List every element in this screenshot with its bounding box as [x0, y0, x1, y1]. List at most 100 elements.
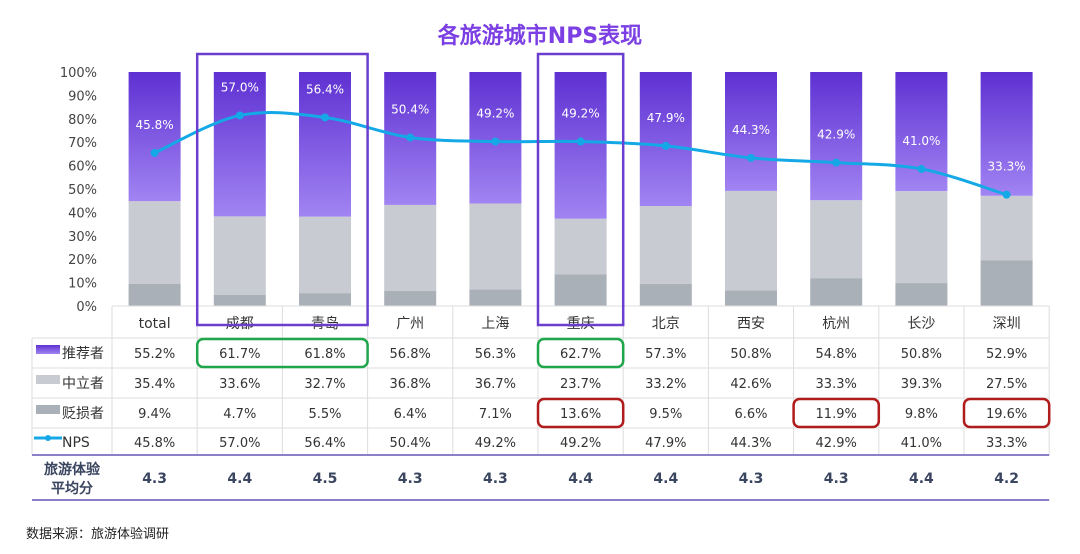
- table-cell: 45.8%: [134, 436, 175, 451]
- y-tick-label: 20%: [68, 253, 97, 268]
- bar-neutral: [895, 191, 948, 284]
- bar-neutral: [469, 203, 522, 290]
- table-cell: 5.5%: [308, 407, 341, 422]
- legend-swatch-nps-marker: [45, 435, 51, 441]
- table-cell: 41.0%: [901, 436, 942, 451]
- table-cell: 56.3%: [475, 347, 516, 362]
- nps-point: [321, 113, 329, 122]
- bar-neutral: [554, 218, 607, 275]
- table-cell: 4.7%: [223, 407, 256, 422]
- bar-promoter: [639, 72, 692, 207]
- bar-detractor: [384, 291, 437, 306]
- y-tick-label: 50%: [68, 183, 97, 198]
- score-cell: 4.4: [227, 471, 252, 487]
- table-cell: 50.4%: [390, 436, 431, 451]
- score-cell: 4.3: [142, 471, 167, 487]
- table-cell: 57.0%: [219, 436, 260, 451]
- nps-data-label: 49.2%: [562, 107, 600, 121]
- nps-point: [491, 137, 500, 146]
- table-cell: 57.3%: [645, 347, 686, 362]
- nps-point: [1002, 190, 1011, 199]
- bar-promoter: [810, 72, 863, 201]
- nps-point: [150, 148, 159, 157]
- nps-point: [235, 111, 244, 120]
- table-cell: 56.8%: [390, 347, 431, 362]
- y-tick-label: 60%: [68, 160, 97, 175]
- legend-swatch-detractor: [36, 405, 60, 414]
- score-cell: 4.5: [313, 471, 338, 487]
- table-cell: 33.6%: [219, 377, 260, 392]
- table-cell: 56.4%: [304, 436, 345, 451]
- bar-neutral: [810, 200, 863, 279]
- category-label: 上海: [481, 316, 509, 332]
- nps-point: [576, 137, 585, 146]
- legend-label: 中立者: [62, 376, 104, 392]
- nps-point: [747, 153, 755, 162]
- legend-label: 推荐者: [62, 346, 104, 362]
- table-cell: 36.8%: [390, 377, 431, 392]
- score-cell: 4.4: [909, 471, 934, 487]
- legend-swatch-promoter: [36, 345, 60, 354]
- highlight-box-category: [536, 52, 625, 327]
- nps-data-label: 50.4%: [391, 103, 429, 117]
- table-cell: 9.8%: [905, 407, 938, 422]
- nps-data-label: 44.3%: [732, 123, 770, 137]
- bar-detractor: [469, 289, 522, 306]
- score-cell: 4.4: [653, 471, 678, 487]
- bar-neutral: [639, 206, 692, 284]
- nps-data-label: 41.0%: [902, 134, 940, 148]
- y-tick-label: 80%: [68, 113, 97, 128]
- table-cell: 27.5%: [986, 377, 1027, 392]
- table-cell: 50.8%: [730, 347, 771, 362]
- bar-promoter: [299, 72, 351, 217]
- bar-detractor: [299, 293, 351, 306]
- category-label: 杭州: [822, 316, 850, 332]
- score-cell: 4.3: [398, 471, 423, 487]
- nps-data-label: 56.4%: [306, 82, 344, 96]
- table-cell: 13.6%: [560, 407, 601, 422]
- table-cell: 36.7%: [475, 377, 516, 392]
- legend-label: NPS: [62, 435, 90, 451]
- bar-neutral: [213, 216, 266, 296]
- bar-detractor: [554, 274, 607, 306]
- table-cell: 42.9%: [816, 436, 857, 451]
- highlight-box-promoter: [536, 337, 625, 369]
- table-cell: 9.4%: [138, 407, 171, 422]
- bar-promoter: [725, 72, 777, 191]
- highlight-box-detractor: [536, 397, 625, 429]
- y-tick-label: 0%: [76, 300, 97, 315]
- bar-neutral: [128, 201, 181, 285]
- highlight-box-promoter: [195, 337, 369, 369]
- table-cell: 54.8%: [816, 347, 857, 362]
- highlight-box-detractor: [792, 397, 881, 429]
- table-cell: 19.6%: [986, 407, 1027, 422]
- y-tick-label: 100%: [60, 66, 97, 81]
- nps-data-label: 42.9%: [817, 128, 855, 142]
- legend-label: 贬损者: [62, 406, 104, 422]
- score-cell: 4.3: [483, 471, 508, 487]
- table-cell: 44.3%: [730, 436, 771, 451]
- bar-promoter: [213, 72, 266, 217]
- table-cell: 32.7%: [304, 377, 345, 392]
- bar-detractor: [810, 278, 863, 306]
- bar-detractor: [639, 283, 692, 306]
- y-tick-label: 90%: [68, 89, 97, 104]
- category-label: 广州: [396, 316, 424, 332]
- nps-point: [406, 133, 415, 142]
- table-cell: 50.8%: [901, 347, 942, 362]
- y-tick-label: 40%: [68, 206, 97, 221]
- score-cell: 4.4: [568, 471, 593, 487]
- bar-detractor: [128, 284, 181, 306]
- bar-promoter: [980, 72, 1033, 196]
- bar-neutral: [725, 190, 777, 291]
- table-cell: 23.7%: [560, 377, 601, 392]
- category-label: 深圳: [993, 316, 1021, 332]
- nps-data-label: 49.2%: [476, 107, 514, 121]
- bar-neutral: [299, 216, 351, 294]
- nps-data-label: 33.3%: [988, 160, 1026, 174]
- table-cell: 49.2%: [560, 436, 601, 451]
- table-cell: 33.3%: [816, 377, 857, 392]
- nps-point: [661, 141, 670, 150]
- bar-promoter: [128, 72, 181, 202]
- score-row-label: 平均分: [51, 480, 93, 497]
